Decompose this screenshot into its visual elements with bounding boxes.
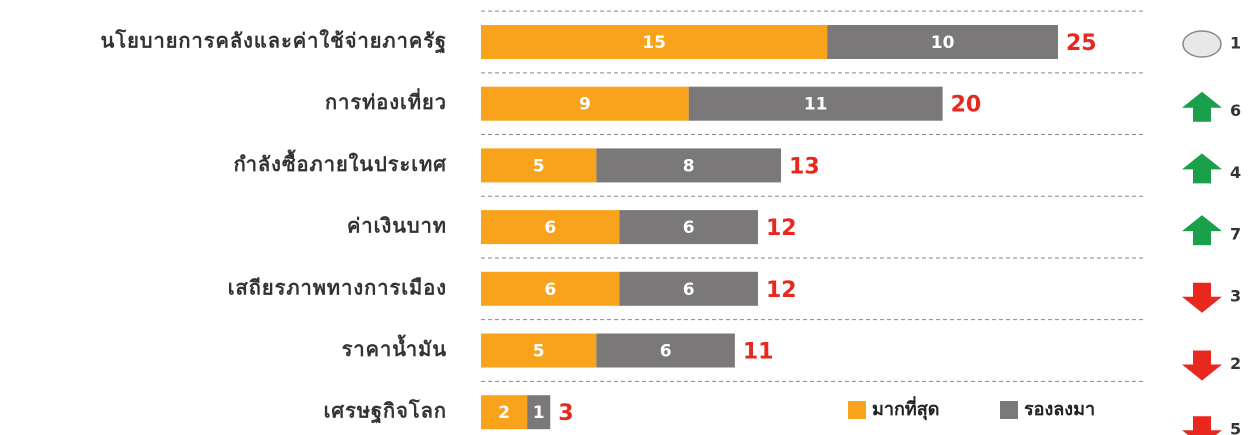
rank-label: 7 xyxy=(1230,225,1241,244)
bar-segment xyxy=(596,148,782,183)
trend-flat-icon xyxy=(1182,30,1222,58)
bar-segment xyxy=(827,25,1058,59)
segment-label: 6 xyxy=(544,280,556,300)
bar-segment xyxy=(688,86,943,121)
segment-label: 9 xyxy=(579,95,591,115)
bar-segment xyxy=(619,210,758,245)
trend-down-icon xyxy=(1182,350,1222,381)
segment-label: 15 xyxy=(642,33,666,53)
legend-label: รองลงมา xyxy=(1024,399,1095,420)
bar-segment xyxy=(527,395,551,430)
segment-label: 6 xyxy=(660,342,672,362)
bar-segment xyxy=(481,210,620,245)
rank-label: 3 xyxy=(1230,286,1241,305)
bar-segment xyxy=(481,148,597,183)
rank-label: 6 xyxy=(1230,101,1241,120)
trend-down-icon xyxy=(1182,416,1222,435)
legend-swatch xyxy=(848,401,866,419)
total-label: 20 xyxy=(951,93,982,118)
bar-segment xyxy=(481,395,528,430)
category-label: ราคาน้ำมัน xyxy=(342,334,447,361)
segment-label: 10 xyxy=(931,33,955,53)
category-label: เศรษฐกิจโลก xyxy=(324,399,447,425)
bar-segment xyxy=(596,333,735,368)
category-label: เสถียรภาพทางการเมือง xyxy=(228,275,447,299)
legend-label: มากที่สุด xyxy=(872,396,939,421)
trend-up-icon xyxy=(1182,91,1222,122)
bar-segment xyxy=(619,271,758,306)
rank-label: 4 xyxy=(1230,163,1241,182)
rank-label: 2 xyxy=(1230,354,1241,373)
rank-label: 1 xyxy=(1230,34,1241,53)
category-label: กำลังซื้อภายในประเทศ xyxy=(234,149,448,176)
bar-segment xyxy=(481,271,620,306)
category-label: การท่องเที่ยว xyxy=(325,87,447,114)
segment-label: 5 xyxy=(533,342,545,362)
segment-label: 6 xyxy=(544,218,556,238)
segment-label: 6 xyxy=(683,218,695,238)
total-label: 13 xyxy=(789,154,820,179)
segment-label: 11 xyxy=(804,95,828,115)
trend-up-icon xyxy=(1182,215,1222,246)
total-label: 12 xyxy=(766,216,797,241)
segment-label: 2 xyxy=(498,403,510,423)
rank-label: 5 xyxy=(1230,420,1241,435)
total-label: 3 xyxy=(558,401,573,426)
category-label: นโยบายการคลังและค่าใช้จ่ายภาครัฐ xyxy=(101,29,447,55)
segment-label: 8 xyxy=(683,156,695,176)
segment-label: 5 xyxy=(533,156,545,176)
bar-segment xyxy=(481,333,597,368)
category-label: ค่าเงินบาท xyxy=(347,214,447,238)
total-label: 11 xyxy=(743,340,774,365)
bar-segment xyxy=(481,86,689,121)
total-label: 12 xyxy=(766,278,797,303)
total-label: 25 xyxy=(1066,31,1097,56)
legend-swatch xyxy=(1000,401,1018,419)
trend-up-icon xyxy=(1182,153,1222,184)
segment-label: 1 xyxy=(533,403,545,423)
bar-segment xyxy=(481,25,828,59)
segment-label: 6 xyxy=(683,280,695,300)
trend-down-icon xyxy=(1182,282,1222,313)
